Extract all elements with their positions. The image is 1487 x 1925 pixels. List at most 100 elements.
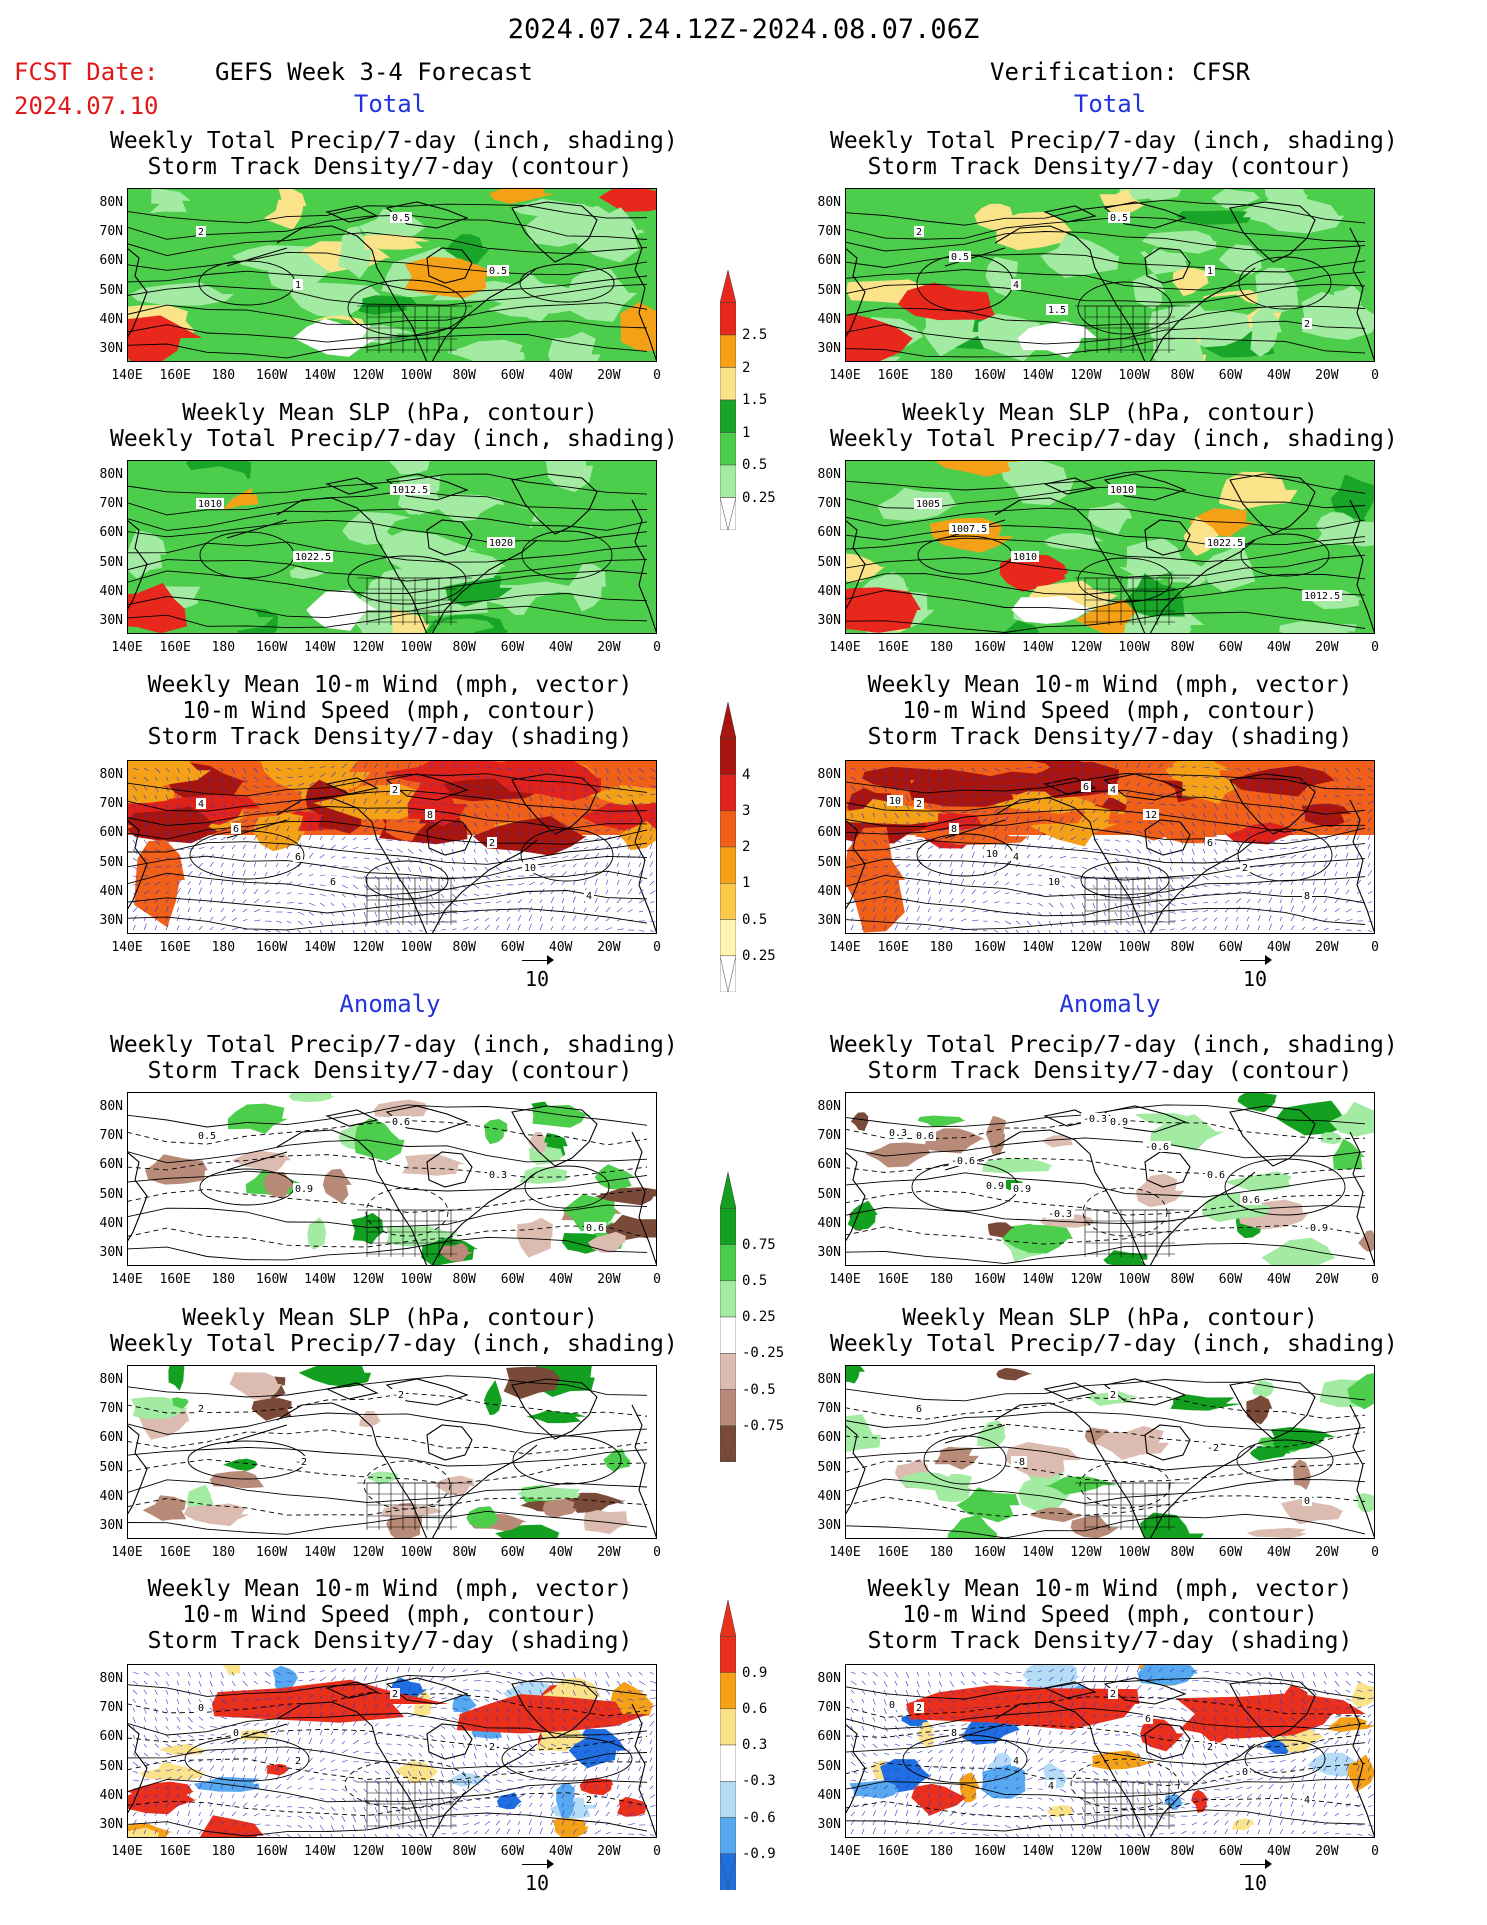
state-borders xyxy=(1075,1209,1190,1257)
contour-label-bg xyxy=(487,837,497,848)
shade-blob xyxy=(331,546,385,590)
lat-tick-label: 30N xyxy=(99,613,123,628)
map-canvas: 6 -8 2 -2 0 xyxy=(845,1365,1375,1539)
shade-positive xyxy=(561,1233,601,1254)
shade-positive xyxy=(298,1365,372,1388)
contour-label: 1020 xyxy=(489,538,513,549)
contour-labels: 2 4 0.5 1 2 0.5 1.5 xyxy=(914,212,1312,330)
lon-tick-label: 0 xyxy=(653,640,661,655)
lon-tick-label: 80W xyxy=(1170,1844,1194,1859)
contour-label: 4 xyxy=(1013,1756,1019,1767)
lat-tick-label: 60N xyxy=(99,1430,123,1446)
lat-tick-label: 70N xyxy=(817,1401,841,1417)
shade-negative xyxy=(322,1168,352,1204)
shade-positive xyxy=(1270,1427,1337,1451)
contour-labels: 2 1 0.5 0.5 xyxy=(196,212,509,291)
panel-title-line: 10-m Wind Speed (mph, contour) xyxy=(182,698,598,724)
shade-negative xyxy=(588,1231,626,1253)
lat-tick-label: 30N xyxy=(99,1518,123,1533)
shading xyxy=(127,1664,654,1838)
lat-tick-label: 60N xyxy=(99,525,123,541)
lon-tick-label: 160W xyxy=(973,640,1006,655)
colorbar-label: 1 xyxy=(742,875,751,892)
shade-blob xyxy=(845,826,906,933)
shade-blob xyxy=(1250,308,1282,357)
panel-title-line: Storm Track Density/7-day (contour) xyxy=(867,1058,1353,1084)
colorbar-top-arrow xyxy=(719,1171,737,1209)
map-panel: 2 1 0.5 0.5 xyxy=(127,188,657,362)
contour-label-bg xyxy=(914,798,924,809)
lat-tick-label: 70N xyxy=(817,224,841,240)
panel-title-line: 10-m Wind Speed (mph, contour) xyxy=(902,698,1318,724)
lat-tick-label: 70N xyxy=(99,1401,123,1417)
lat-tick-label: 80N xyxy=(817,467,841,482)
contour-label: 2 xyxy=(916,799,922,810)
lon-tick-label: 40W xyxy=(548,640,573,655)
lon-tick-label: 140W xyxy=(1022,368,1054,383)
lon-tick-label: 20W xyxy=(597,368,621,383)
lat-tick-label: 70N xyxy=(99,1128,123,1144)
lat-tick-label: 80N xyxy=(99,1372,123,1387)
lon-tick-label: 180 xyxy=(929,940,954,955)
lat-tick-label: 30N xyxy=(99,341,123,356)
lon-tick-label: 180 xyxy=(211,940,236,955)
shade-blob xyxy=(1165,760,1233,786)
shade-positive xyxy=(484,1119,508,1145)
shade-blob xyxy=(1140,248,1190,275)
lat-tick-label: 80N xyxy=(99,195,123,210)
shade-positive xyxy=(266,1763,289,1776)
fcst-date-value: 2024.07.10 xyxy=(14,92,159,120)
lat-tick-label: 60N xyxy=(817,1729,841,1745)
panel-title-line: Weekly Mean SLP (hPa, contour) xyxy=(902,400,1318,426)
contour-lines xyxy=(845,1379,1366,1539)
lat-tick-label: 40N xyxy=(817,1787,841,1803)
lon-tick-label: 0 xyxy=(653,368,661,383)
contour-label-bg xyxy=(1205,1442,1221,1453)
shade-dry xyxy=(306,589,378,631)
fcst-date-label: FCST Date: xyxy=(14,58,159,86)
lon-tick-label: 40W xyxy=(548,1844,573,1859)
lon-tick-label: 140W xyxy=(1022,640,1054,655)
lon-tick-label: 120W xyxy=(352,1844,384,1859)
colorbar-top-arrow xyxy=(719,701,737,739)
shade-negative xyxy=(1280,1499,1344,1525)
contour-label-bg xyxy=(1108,784,1118,795)
shade-positive xyxy=(526,1410,587,1424)
lon-tick-label: 160W xyxy=(255,1272,288,1287)
shade-blob xyxy=(388,460,430,475)
lon-tick-label: 100W xyxy=(1118,1272,1150,1287)
shade-negative xyxy=(373,1099,429,1118)
lat-tick-label: 40N xyxy=(99,1488,123,1504)
lon-tick-label: 60W xyxy=(1218,940,1243,955)
contour-label: 2 xyxy=(489,838,495,849)
shade-blob xyxy=(159,252,203,270)
lon-tick-label: 180 xyxy=(211,368,236,383)
panel-title-line: Storm Track Density/7-day (shading) xyxy=(867,724,1353,750)
lon-tick-label: 0 xyxy=(653,1545,661,1560)
panel-title-line: Storm Track Density/7-day (contour) xyxy=(147,154,633,180)
lat-tick-label: 40N xyxy=(817,311,841,327)
contour-label: 1010 xyxy=(198,499,222,510)
lon-tick-label: 120W xyxy=(1070,1545,1102,1560)
shade-positive xyxy=(171,1397,189,1409)
shade-negative xyxy=(985,1115,1006,1155)
contour-label-bg xyxy=(196,798,206,809)
lat-tick-label: 70N xyxy=(99,224,123,240)
contour-label: -0.6 xyxy=(951,1156,975,1167)
lon-tick-label: 140E xyxy=(111,1272,143,1287)
shade-positive xyxy=(579,1778,614,1796)
contour-label: 2 xyxy=(1110,1390,1116,1401)
map-panel: 2 -2 -2 xyxy=(127,1365,657,1539)
vector-reference-label: 10 xyxy=(524,967,550,991)
map-panel: 0 2 2 2 2 0 xyxy=(127,1664,657,1838)
lon-tick-label: 0 xyxy=(1371,368,1379,383)
lon-tick-label: 120W xyxy=(1070,1272,1102,1287)
lon-tick-label: 100W xyxy=(1118,1545,1150,1560)
contour-lines xyxy=(127,1672,648,1837)
lat-tick-label: 80N xyxy=(817,1099,841,1114)
contour-label-bg xyxy=(425,809,435,820)
contour-labels: 0.5 0.9 0.6 0.3 0.6 xyxy=(196,1116,606,1234)
contour-label: 12 xyxy=(1145,810,1157,821)
shade-blob xyxy=(1330,474,1375,521)
lon-tick-label: 40W xyxy=(1266,1272,1291,1287)
